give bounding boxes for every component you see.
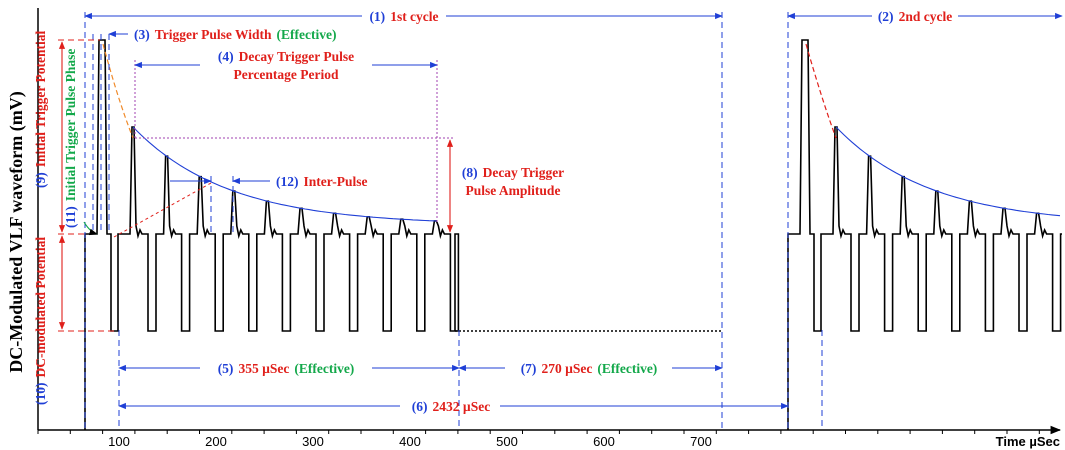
y-axis-title: DC-Modulated VLF waveform (mV) <box>6 91 27 372</box>
waveform <box>84 39 1062 430</box>
label-270-usec: (7) 270 µSec (Effective) <box>521 361 658 376</box>
label-2432-usec: (6) 2432 µSec <box>412 399 490 414</box>
label-2nd-cycle: (2) 2nd cycle <box>878 9 952 24</box>
label-dc-modulated-potential: (10)DC-modulated Potential <box>33 237 48 405</box>
red-dashed-guides <box>58 39 115 332</box>
waveform-cycle-1 <box>84 39 460 430</box>
initial-decay-dashed-cycle-2 <box>805 43 837 139</box>
x-tick: 400 <box>399 434 421 449</box>
x-tick: 300 <box>302 434 324 449</box>
x-tick: 700 <box>690 434 712 449</box>
label-initial-trigger-pulse-phase: (11)Initial Trigger Pulse Phase <box>63 49 78 228</box>
x-tick: 200 <box>205 434 227 449</box>
dashed-guides <box>84 12 823 430</box>
label-decay-trigger-amplitude-line2: Pulse Amplitude <box>466 183 561 198</box>
dotted-guides <box>134 60 455 224</box>
x-tick: 600 <box>593 434 615 449</box>
x-tick: 500 <box>496 434 518 449</box>
label-decay-trigger-amplitude: (8) Decay Trigger <box>462 165 564 180</box>
x-minor-ticks <box>37 430 1040 434</box>
x-tick: 100 <box>108 434 130 449</box>
label-initial-trigger-potential: (9)Initial Trigger Potential <box>33 31 48 188</box>
rise-dashed-line <box>113 182 212 238</box>
dimension-arrows <box>58 12 1063 410</box>
initial-decay-dashed-cycle-1 <box>102 43 134 139</box>
label-decay-trigger-pulse-period-line2: Percentage Period <box>233 67 339 82</box>
label-decay-trigger-pulse-period: (4) Decay Trigger Pulse <box>218 49 354 64</box>
label-1st-cycle: (1) 1st cycle <box>369 9 438 24</box>
label-355-usec: (5) 355 µSec (Effective) <box>218 361 355 376</box>
decay-envelope-cycle-2 <box>835 126 1061 217</box>
decay-envelope-cycle-1 <box>132 126 438 222</box>
label-trigger-pulse-width: (3) Trigger Pulse Width (Effective) <box>134 27 336 42</box>
waveform-cycle-2 <box>787 39 1062 430</box>
axes: 100 200 300 400 500 600 700 Time µSec DC… <box>6 8 1062 449</box>
x-axis-title: Time µSec <box>996 434 1060 449</box>
label-inter-pulse: (12) Inter-Pulse <box>276 174 368 189</box>
